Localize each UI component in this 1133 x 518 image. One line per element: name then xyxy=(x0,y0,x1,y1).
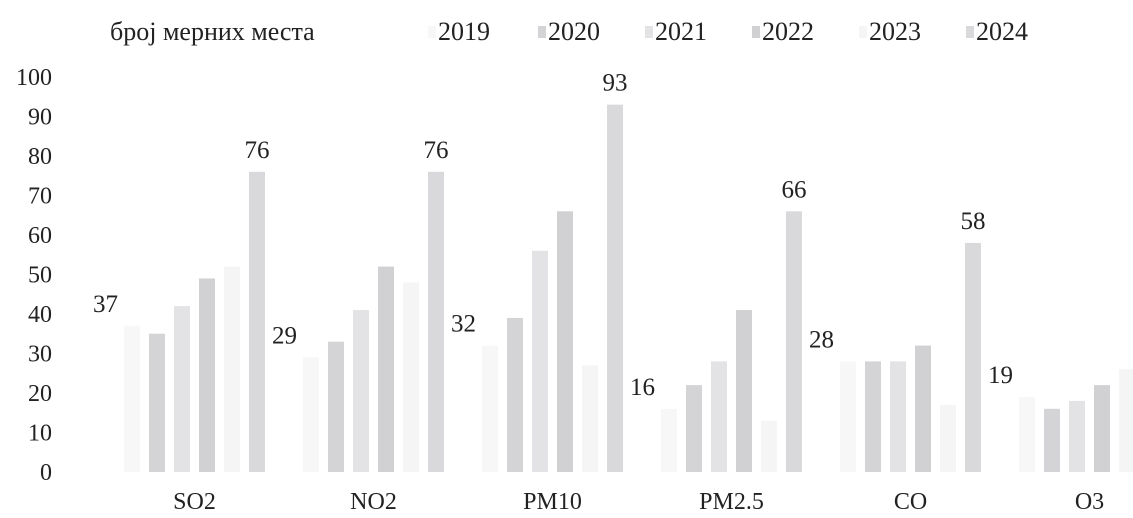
bar-NO2-2020 xyxy=(328,341,344,472)
bar-PM10-2020 xyxy=(507,317,523,472)
y-tick-label: 0 xyxy=(40,460,52,486)
y-tick-label: 10 xyxy=(28,421,52,447)
legend-swatch-2021 xyxy=(645,26,653,38)
bar-O3-2021 xyxy=(1069,400,1085,472)
y-tick-label: 50 xyxy=(28,263,52,289)
bar-NO2-2019 xyxy=(303,357,319,472)
y-tick-label: 80 xyxy=(28,144,52,170)
bar-PM10-2023 xyxy=(582,365,598,472)
bar-SO2-2022 xyxy=(199,278,215,472)
bar-CO-2023 xyxy=(940,404,956,472)
data-labels: 377629763293166628581951 xyxy=(93,70,1013,401)
legend-swatch-2023 xyxy=(859,26,867,38)
data-label-NO2-2024: 76 xyxy=(424,137,449,164)
data-label-CO-2019: 28 xyxy=(809,326,834,353)
legend-label-2019: 2019 xyxy=(438,17,490,46)
legend-label-2020: 2020 xyxy=(548,17,600,46)
bar-O3-2022 xyxy=(1094,385,1110,472)
x-category-label: O3 xyxy=(1075,489,1104,515)
data-label-CO-2024: 58 xyxy=(961,208,986,235)
legend-swatch-2022 xyxy=(752,26,760,38)
legend-label-2023: 2023 xyxy=(869,17,921,46)
legend-swatch-2020 xyxy=(538,26,546,38)
data-label-PM2.5-2024: 66 xyxy=(782,176,807,203)
data-label-SO2-2024: 76 xyxy=(245,137,270,164)
bar-PM10-2024 xyxy=(607,104,623,473)
x-category-label: CO xyxy=(894,489,927,515)
x-category-label: SO2 xyxy=(173,489,216,515)
legend: 2019 2020 2021 2022 2023 2024 xyxy=(428,17,1028,46)
bar-PM10-2019 xyxy=(482,345,498,472)
bar-O3-2020 xyxy=(1044,408,1060,472)
legend-label-2022: 2022 xyxy=(762,17,814,46)
bar-O3-2023 xyxy=(1119,369,1133,472)
bar-CO-2021 xyxy=(890,361,906,472)
x-category-label: NO2 xyxy=(350,489,397,515)
x-category-label: PM10 xyxy=(523,489,582,515)
legend-label-2021: 2021 xyxy=(655,17,707,46)
legend-swatch-2024 xyxy=(966,26,974,38)
data-label-PM10-2024: 93 xyxy=(603,70,628,97)
bar-NO2-2022 xyxy=(378,266,394,472)
bar-SO2-2024 xyxy=(249,171,265,473)
bar-O3-2019 xyxy=(1019,396,1035,472)
data-label-SO2-2019: 37 xyxy=(93,291,118,318)
y-tick-label: 60 xyxy=(28,223,52,249)
bar-CO-2020 xyxy=(865,361,881,472)
bars xyxy=(124,104,1133,473)
y-tick-label: 20 xyxy=(28,381,52,407)
chart-title: број мерних места xyxy=(110,17,315,46)
data-label-NO2-2019: 29 xyxy=(272,322,297,349)
bar-PM2.5-2024 xyxy=(786,211,802,473)
bar-PM10-2021 xyxy=(532,250,548,472)
y-axis: 0 10 20 30 40 50 60 70 80 90 100 xyxy=(16,65,52,486)
bar-SO2-2023 xyxy=(224,266,240,472)
bar-NO2-2024 xyxy=(428,171,444,473)
y-tick-label: 40 xyxy=(28,302,52,328)
data-label-PM2.5-2019: 16 xyxy=(630,374,655,401)
x-axis: SO2 NO2 PM10 PM2.5 CO O3 xyxy=(173,489,1104,515)
bar-NO2-2023 xyxy=(403,282,419,472)
bar-SO2-2021 xyxy=(174,306,190,472)
bar-SO2-2019 xyxy=(124,325,140,472)
data-label-PM10-2019: 32 xyxy=(451,311,476,338)
bar-PM10-2022 xyxy=(557,211,573,473)
bar-CO-2019 xyxy=(840,361,856,472)
bar-CO-2024 xyxy=(965,242,981,472)
legend-label-2024: 2024 xyxy=(976,17,1028,46)
bar-PM2.5-2023 xyxy=(761,420,777,472)
y-tick-label: 90 xyxy=(28,105,52,131)
bar-CO-2022 xyxy=(915,345,931,472)
bar-NO2-2021 xyxy=(353,310,369,472)
bar-PM2.5-2019 xyxy=(661,408,677,472)
y-tick-label: 70 xyxy=(28,184,52,210)
bar-SO2-2020 xyxy=(149,333,165,472)
bar-PM2.5-2020 xyxy=(686,385,702,472)
bar-PM2.5-2021 xyxy=(711,361,727,472)
bar-PM2.5-2022 xyxy=(736,310,752,472)
y-tick-label: 30 xyxy=(28,342,52,368)
y-tick-label: 100 xyxy=(16,65,52,91)
x-category-label: PM2.5 xyxy=(699,489,764,515)
data-label-O3-2019: 19 xyxy=(988,362,1013,389)
legend-swatch-2019 xyxy=(428,26,436,38)
